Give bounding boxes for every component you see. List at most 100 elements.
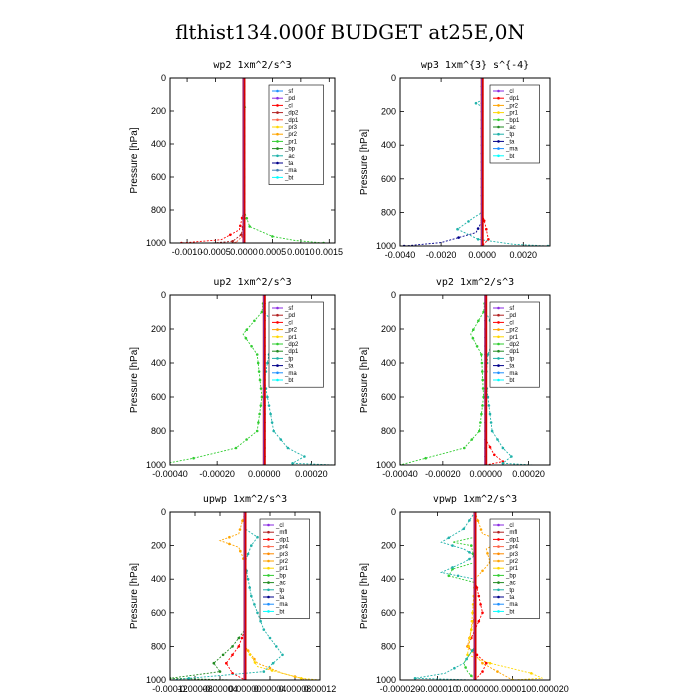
- legend-marker: [276, 111, 279, 114]
- legend-marker: [497, 140, 500, 143]
- data-point: [481, 387, 485, 390]
- legend-label: _tp: [284, 356, 294, 362]
- data-point: [496, 438, 499, 441]
- data-point: [485, 661, 488, 665]
- legend-marker: [276, 176, 279, 179]
- data-point: [476, 227, 480, 230]
- data-point: [463, 446, 466, 450]
- legend-label: _pr3: [284, 125, 298, 131]
- data-point: [255, 353, 259, 356]
- legend-marker: [276, 161, 279, 165]
- legend-marker: [497, 306, 500, 310]
- data-point: [413, 677, 417, 680]
- data-point: [239, 549, 242, 553]
- x-tick-label: -0.000020: [380, 684, 421, 694]
- data-point: [447, 574, 451, 578]
- data-point: [467, 220, 470, 223]
- legend-label: _mfl: [275, 530, 287, 536]
- data-point: [470, 628, 473, 631]
- legend-label: _cl: [275, 523, 284, 529]
- data-point: [231, 653, 234, 657]
- data-point: [470, 674, 473, 678]
- data-point: [260, 395, 264, 399]
- y-tick-label: 1000: [146, 460, 166, 470]
- data-point: [291, 462, 294, 465]
- legend-marker: [497, 342, 500, 346]
- data-point: [465, 657, 468, 661]
- legend-marker: [497, 328, 500, 331]
- data-point: [447, 536, 451, 540]
- y-axis-label: Pressure [hPa]: [359, 347, 370, 413]
- legend-marker: [497, 574, 500, 577]
- legend: _cl_dp1_pr2 _pr1_bp1_ac_tp_ta _ma_bt: [489, 84, 540, 164]
- y-tick-label: 400: [151, 139, 166, 149]
- data-point: [481, 661, 484, 665]
- data-point: [239, 224, 242, 228]
- x-tick-label: 0.000000: [456, 684, 494, 694]
- legend-marker: [497, 321, 500, 324]
- legend-marker: [497, 588, 500, 592]
- data-point: [256, 611, 259, 615]
- data-point: [192, 456, 195, 460]
- data-point: [246, 577, 250, 581]
- legend-label: _pr1: [505, 566, 519, 572]
- data-point: [245, 217, 249, 220]
- data-point: [221, 653, 225, 657]
- legend-marker: [497, 523, 500, 527]
- legend-marker: [267, 602, 270, 606]
- legend-marker: [497, 378, 500, 382]
- data-point: [501, 446, 505, 450]
- legend-label: _bt: [275, 609, 285, 615]
- legend-label: _bt: [505, 378, 515, 384]
- data-point: [477, 319, 480, 323]
- legend-label: _ac: [505, 581, 516, 587]
- data-point: [472, 328, 475, 332]
- legend-label: _bt: [284, 378, 294, 384]
- legend-label: _pr3: [275, 552, 289, 558]
- data-point: [270, 421, 274, 424]
- data-point: [493, 453, 496, 457]
- data-point: [253, 657, 256, 661]
- y-axis-label: Pressure [hPa]: [129, 127, 140, 193]
- legend-marker: [497, 89, 500, 93]
- data-point: [212, 661, 216, 665]
- x-tick-label: -0.00020: [425, 469, 461, 479]
- legend-marker: [276, 89, 279, 93]
- data-point: [471, 336, 475, 340]
- series-group: [413, 512, 543, 680]
- data-point: [474, 101, 478, 105]
- x-tick-label: -0.00008: [177, 684, 213, 694]
- legend-label: _sf: [284, 89, 293, 95]
- data-point: [286, 446, 290, 450]
- legend-marker: [276, 335, 279, 339]
- chart-title: wp2 1xm^2/s^3: [213, 60, 291, 71]
- legend: _sf_pd_cl _dp2_dp1_pr3_pr2_pr1 _bp_ac_ta_m…: [268, 84, 324, 185]
- legend-marker: [276, 342, 279, 346]
- data-point: [240, 636, 244, 640]
- legend-marker: [497, 111, 500, 114]
- legend-marker: [497, 552, 500, 556]
- series-group: [170, 295, 335, 465]
- data-point: [468, 519, 471, 522]
- legend-marker: [267, 574, 270, 577]
- data-point: [464, 666, 467, 669]
- data-point: [477, 594, 481, 598]
- y-axis-label: Pressure [hPa]: [129, 563, 140, 629]
- legend-label: _ta: [284, 161, 294, 167]
- legend-label: _cl: [505, 320, 514, 326]
- legend-marker: [497, 147, 500, 150]
- data-point: [234, 446, 238, 450]
- y-tick-label: 1000: [146, 238, 166, 248]
- legend-label: _pd: [505, 313, 516, 319]
- series-group: [400, 295, 533, 465]
- data-point: [481, 670, 484, 673]
- legend-label: _pd: [284, 313, 295, 319]
- legend-label: _ac: [275, 581, 286, 587]
- data-point: [267, 404, 271, 407]
- legend: _cl_mfl_dp1_pr4_pr3_pr2_pr1_bp_ac_tp_ta_…: [259, 518, 310, 619]
- legend-label: _sf: [284, 306, 293, 312]
- legend-marker: [267, 559, 270, 563]
- legend-label: _cl: [505, 89, 514, 95]
- data-point: [253, 319, 256, 323]
- data-point: [248, 225, 251, 228]
